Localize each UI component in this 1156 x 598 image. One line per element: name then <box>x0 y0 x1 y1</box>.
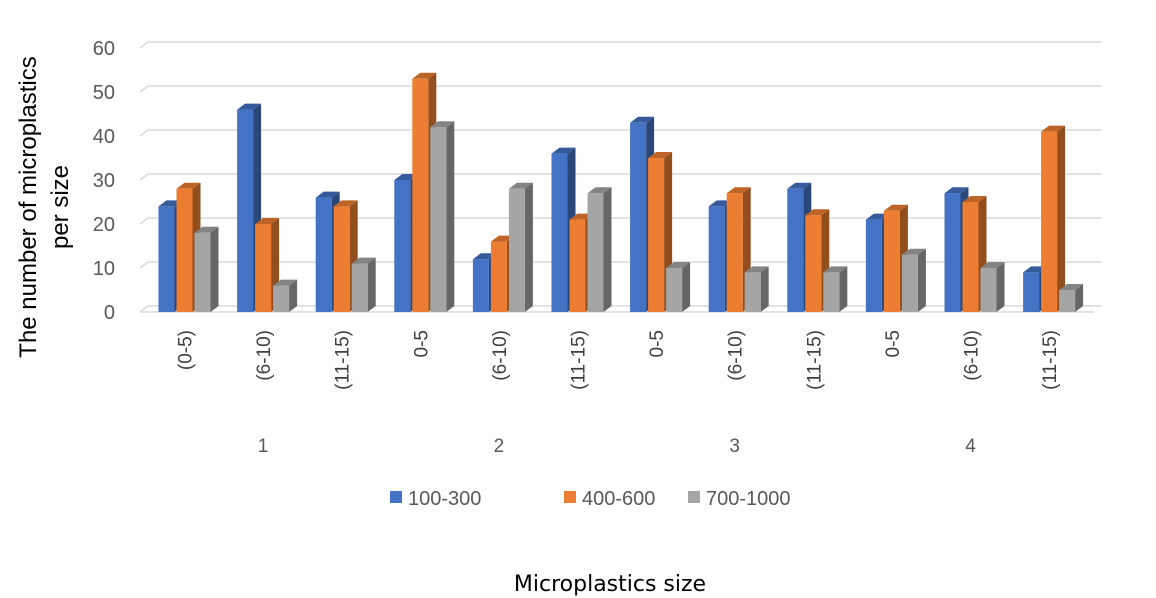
bar-700-1000-6 <box>587 187 612 312</box>
legend-swatch <box>390 491 402 503</box>
legend-item: 100-300 <box>390 488 481 510</box>
category-label: 0-5 <box>883 330 904 357</box>
y-tick-label: 50 <box>93 82 115 104</box>
y-tick-label: 30 <box>93 170 115 192</box>
y-axis: 0 10 20 30 40 50 60 <box>93 38 115 324</box>
bar-700-1000-9 <box>823 266 848 312</box>
legend-label: 700-1000 <box>706 488 791 510</box>
category-label: (6-10) <box>254 330 275 381</box>
category-label: (11-15) <box>1040 330 1061 390</box>
bar-700-1000-10 <box>901 248 926 312</box>
bar-700-1000-5 <box>508 182 533 312</box>
legend: 100-300 400-600 700-1000 <box>390 488 791 510</box>
y-tick-label: 60 <box>93 38 115 60</box>
legend-item: 400-600 <box>564 488 655 510</box>
bar-700-1000-8 <box>744 266 769 312</box>
category-label: 0-5 <box>411 330 432 357</box>
category-label: (6-10) <box>726 330 747 381</box>
bar-700-1000-12 <box>1059 284 1084 312</box>
bar-700-1000-1 <box>194 226 219 312</box>
category-label: (6-10) <box>962 330 983 381</box>
legend-label: 400-600 <box>582 488 655 510</box>
y-tick-label: 20 <box>93 214 115 236</box>
x-axis: (0-5) (6-10) (11-15) 0-5 (6-10) (11-15) 0-5 (6-… <box>176 330 1062 457</box>
bar-100-300-2 <box>237 103 262 312</box>
bar-700-1000-2 <box>273 279 298 312</box>
category-label: (11-15) <box>804 330 825 390</box>
bar-700-1000-4 <box>430 121 455 312</box>
bar-700-1000-11 <box>980 262 1005 312</box>
y-axis-label-line-2: per size <box>47 165 74 249</box>
gridline-depth <box>139 261 149 269</box>
gridlines <box>139 41 1102 313</box>
legend-label: 100-300 <box>408 488 481 510</box>
group-label: 2 <box>494 436 505 457</box>
bar-700-1000-7 <box>666 262 691 312</box>
group-label: 1 <box>258 436 269 457</box>
category-label: (11-15) <box>333 330 354 390</box>
gridline-depth <box>139 305 149 313</box>
x-axis-label: Microplastics size <box>514 572 706 597</box>
bar-400-600-12 <box>1041 125 1066 312</box>
y-tick-label: 40 <box>93 126 115 148</box>
category-label: 0-5 <box>647 330 668 357</box>
legend-swatch <box>688 491 700 503</box>
gridline-depth <box>139 85 149 93</box>
gridline-depth <box>139 129 149 137</box>
y-tick-label: 10 <box>93 258 115 280</box>
y-tick-label: 0 <box>104 302 115 324</box>
group-label: 3 <box>729 436 740 457</box>
category-label: (0-5) <box>176 330 197 370</box>
y-axis-label-line-1: The number of microplastics <box>15 56 42 357</box>
legend-item: 700-1000 <box>688 488 791 510</box>
bar-700-1000-3 <box>351 257 376 312</box>
legend-swatch <box>564 491 576 503</box>
group-label: 4 <box>965 436 976 457</box>
category-label: (6-10) <box>490 330 511 381</box>
category-label: (11-15) <box>569 330 590 390</box>
bars <box>158 72 1084 312</box>
gridline-depth <box>139 41 149 49</box>
gridline-depth <box>139 173 149 181</box>
gridline-depth <box>139 217 149 225</box>
